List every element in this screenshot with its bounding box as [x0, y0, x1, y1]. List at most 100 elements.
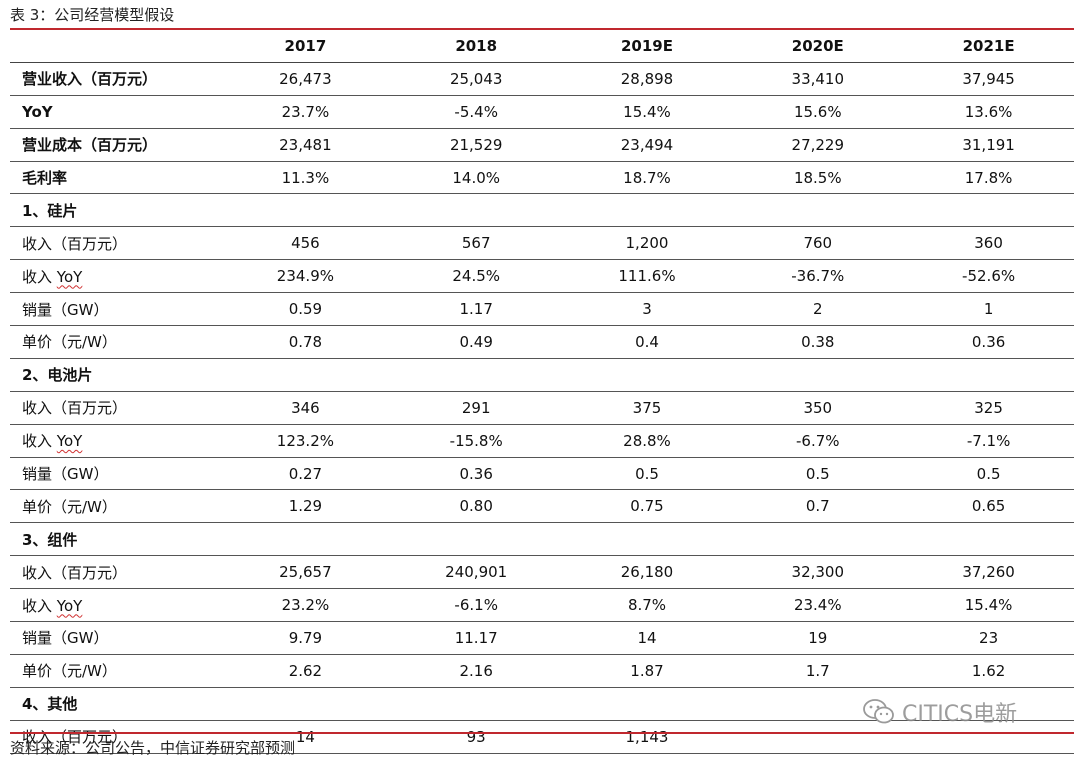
table-row: 收入（百万元） 456 567 1,200 760 360: [10, 226, 1074, 261]
table-cell: 21,529: [390, 128, 562, 162]
table-cell: 14: [561, 621, 733, 655]
table-cell: 8.7%: [561, 588, 733, 623]
row-label: 营业收入（百万元）: [10, 62, 220, 96]
table-row: 单价（元/W） 2.62 2.16 1.87 1.7 1.62: [10, 654, 1074, 688]
table-cell: 0.27: [220, 457, 391, 491]
table-cell: 291: [390, 391, 562, 425]
table-cell: -15.8%: [390, 424, 562, 458]
table-cell: 37,260: [903, 555, 1074, 590]
table-cell: 0.36: [903, 325, 1074, 359]
table-cell: 456: [220, 226, 391, 261]
table-cell: 1.29: [220, 489, 391, 524]
table-cell: 14: [220, 720, 391, 754]
table-cell: 0.5: [732, 457, 904, 491]
table-cell: 14.0%: [390, 161, 562, 195]
table-cell: -5.4%: [390, 95, 562, 129]
row-label: 销量（GW）: [10, 292, 220, 327]
table-cell: 23,494: [561, 128, 733, 162]
table-cell: 0.38: [732, 325, 904, 359]
table-cell: 0.65: [903, 489, 1074, 524]
table-cell: 0.4: [561, 325, 733, 359]
table-cell: 2: [732, 292, 904, 327]
row-label: 收入（百万元）: [10, 720, 220, 754]
table-row: 销量（GW） 0.27 0.36 0.5 0.5 0.5: [10, 457, 1074, 491]
row-label: 销量（GW）: [10, 457, 220, 491]
table-row: 收入 YoY 234.9% 24.5% 111.6% -36.7% -52.6%: [10, 259, 1074, 294]
year-header: 2020E: [732, 30, 904, 63]
table-cell: 2.16: [390, 654, 562, 688]
table-cell: 24.5%: [390, 259, 562, 294]
header-row: 2017 2018 2019E 2020E 2021E: [10, 30, 1074, 63]
table-cell: 93: [390, 720, 562, 754]
row-label: 收入（百万元）: [10, 555, 220, 590]
table-cell: 15.4%: [561, 95, 733, 129]
table-cell: 350: [732, 391, 904, 425]
table-cell: 1.87: [561, 654, 733, 688]
row-label: 收入 YoY: [10, 588, 220, 623]
row-label-text: 收入: [22, 596, 53, 615]
table-cell: -6.1%: [390, 588, 562, 623]
table-cell: [903, 720, 1074, 754]
table-cell: 27,229: [732, 128, 904, 162]
watermark-text: CITICS电新: [902, 702, 1018, 727]
row-label: 单价（元/W）: [10, 325, 220, 359]
table-cell: 11.17: [390, 621, 562, 655]
table-cell: 567: [390, 226, 562, 261]
table-cell: 1.62: [903, 654, 1074, 688]
row-label-suffix: YoY: [56, 596, 83, 615]
year-header: 2021E: [903, 30, 1074, 63]
row-label-suffix: YoY: [56, 432, 83, 451]
table-cell: 0.7: [732, 489, 904, 524]
table-cell: 9.79: [220, 621, 391, 655]
table-cell: 18.5%: [732, 161, 904, 195]
table-cell: 240,901: [390, 555, 562, 590]
table-cell: 19: [732, 621, 904, 655]
table-cell: 111.6%: [561, 259, 733, 294]
table-cell: 23.4%: [732, 588, 904, 623]
row-label: 单价（元/W）: [10, 489, 220, 524]
table-cell: 15.4%: [903, 588, 1074, 623]
section-row: 2、电池片: [10, 358, 1074, 392]
table-cell: 13.6%: [903, 95, 1074, 129]
table-cell: 25,657: [220, 555, 391, 590]
table-cell: 375: [561, 391, 733, 425]
model-table: 2017 2018 2019E 2020E 2021E 营业收入（百万元） 26,…: [10, 30, 1074, 754]
table-cell: 33,410: [732, 62, 904, 96]
row-label: 收入 YoY: [10, 259, 220, 294]
table-cell: 360: [903, 226, 1074, 261]
table-row: 营业收入（百万元） 26,473 25,043 28,898 33,410 37,945: [10, 62, 1074, 96]
table-cell: 26,180: [561, 555, 733, 590]
table-cell: 1,200: [561, 226, 733, 261]
header-label: [10, 30, 220, 63]
table-row: 收入（百万元） 25,657 240,901 26,180 32,300 37,260: [10, 555, 1074, 590]
table-row: 收入（百万元） 346 291 375 350 325: [10, 391, 1074, 425]
table-cell: 25,043: [390, 62, 562, 96]
table-cell: -52.6%: [903, 259, 1074, 294]
table-cell: 1: [903, 292, 1074, 327]
table-cell: 346: [220, 391, 391, 425]
year-header: 2019E: [561, 30, 733, 63]
table-cell: 325: [903, 391, 1074, 425]
row-label-suffix: YoY: [56, 267, 83, 286]
table-cell: 0.5: [903, 457, 1074, 491]
table-cell: 1.7: [732, 654, 904, 688]
year-header: 2018: [390, 30, 562, 63]
section-heading: 4、其他: [10, 687, 1074, 721]
table-cell: 234.9%: [220, 259, 391, 294]
table-cell: -36.7%: [732, 259, 904, 294]
table-cell: 23.7%: [220, 95, 391, 129]
section-heading: 1、硅片: [10, 193, 1074, 228]
table-cell: 26,473: [220, 62, 391, 96]
table-cell: 3: [561, 292, 733, 327]
table-cell: -7.1%: [903, 424, 1074, 458]
table-cell: 17.8%: [903, 161, 1074, 195]
section-heading: 2、电池片: [10, 358, 1074, 392]
table-cell: 1.17: [390, 292, 562, 327]
table-cell: [732, 720, 904, 754]
table-cell: 0.75: [561, 489, 733, 524]
table-cell: 0.59: [220, 292, 391, 327]
table-cell: 0.36: [390, 457, 562, 491]
table-row: YoY 23.7% -5.4% 15.4% 15.6% 13.6%: [10, 95, 1074, 129]
table-cell: 37,945: [903, 62, 1074, 96]
table-row: 收入 YoY 23.2% -6.1% 8.7% 23.4% 15.4%: [10, 588, 1074, 623]
